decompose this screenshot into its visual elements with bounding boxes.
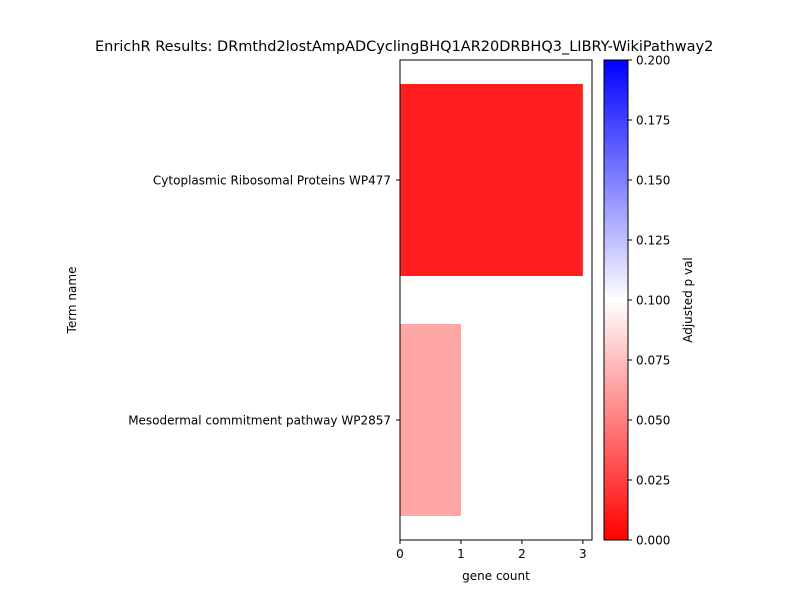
x-axis-label: gene count <box>462 569 530 583</box>
y-axis-label: Term name <box>65 267 79 335</box>
colorbar-tick-label: 0.175 <box>636 114 670 128</box>
x-tick-group: 0 1 2 3 <box>396 540 587 561</box>
plot-frame <box>399 59 593 541</box>
colorbar-tick-label: 0.150 <box>636 174 670 188</box>
colorbar-tick-label: 0.200 <box>636 54 670 68</box>
bar-group <box>400 84 583 516</box>
chart-title: EnrichR Results: DRmthd2lostAmpADCycling… <box>95 39 713 55</box>
colorbar-tick-label: 0.050 <box>636 414 670 428</box>
y-tick-label: Cytoplasmic Ribosomal Proteins WP477 <box>153 174 391 188</box>
y-tick-label: Mesodermal commitment pathway WP2857 <box>128 414 391 428</box>
colorbar-tick-label: 0.025 <box>636 474 670 488</box>
bar-1 <box>400 84 583 276</box>
y-tick-group: Cytoplasmic Ribosomal Proteins WP477 Meso… <box>128 174 400 428</box>
colorbar-tick-label: 0.075 <box>636 354 670 368</box>
colorbar <box>603 59 629 541</box>
x-tick-label: 0 <box>396 547 404 561</box>
colorbar-tick-label: 0.125 <box>636 234 670 248</box>
colorbar-tick-label: 0.000 <box>636 534 670 548</box>
bar-2 <box>400 324 461 516</box>
x-tick-label: 2 <box>518 547 526 561</box>
colorbar-label: Adjusted p val <box>681 257 695 343</box>
x-tick-label: 1 <box>457 547 465 561</box>
x-tick-label: 3 <box>579 547 587 561</box>
colorbar-tick-group: 0.000 0.025 0.050 0.075 0.100 0.125 0.150 0.175… <box>628 54 670 548</box>
colorbar-tick-label: 0.100 <box>636 294 670 308</box>
